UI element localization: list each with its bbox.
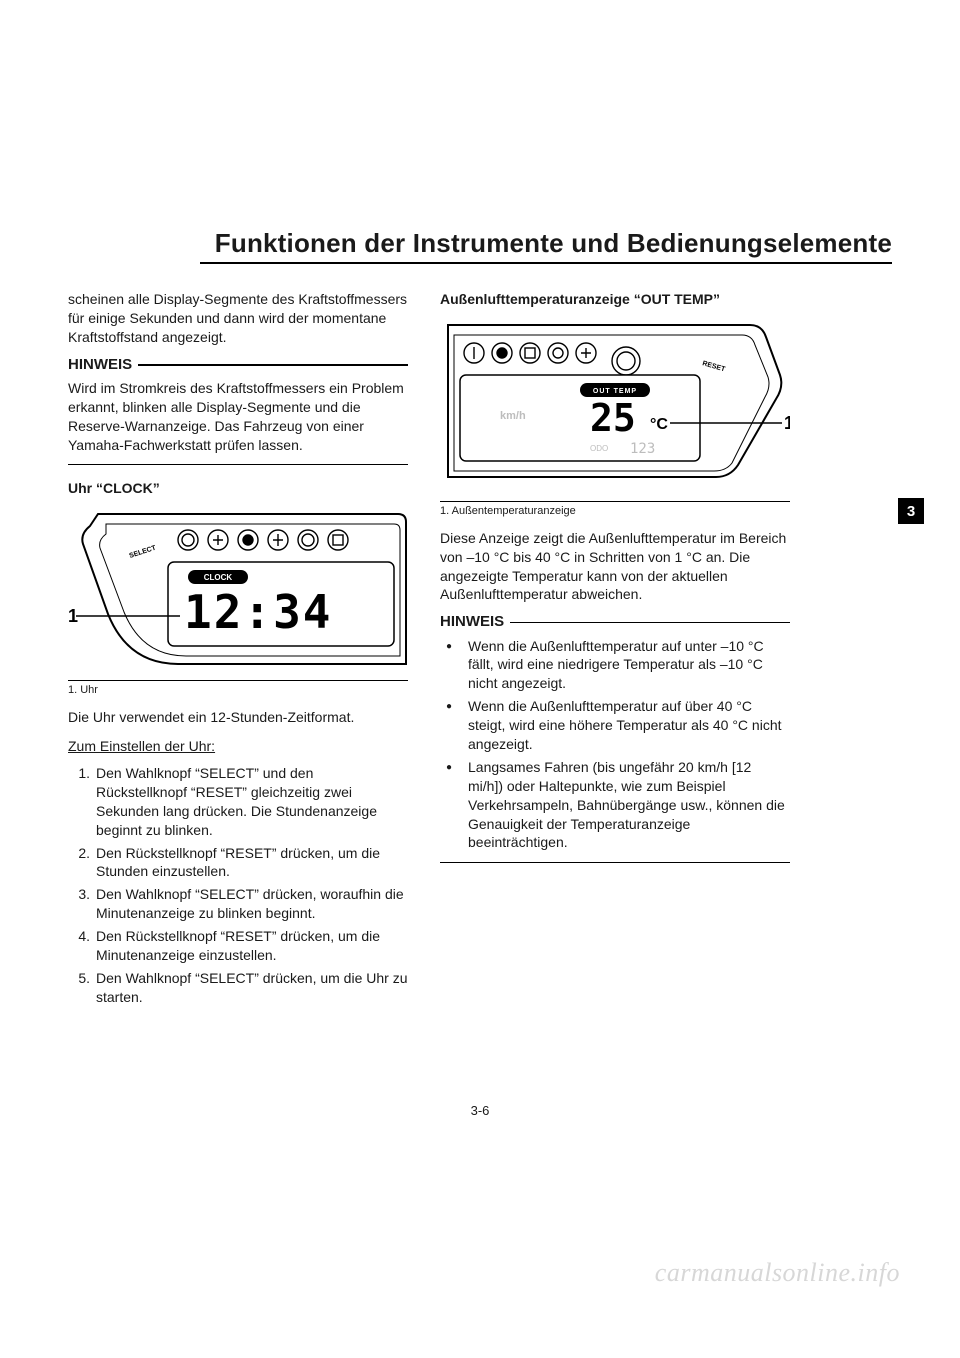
clock-step-text: Den Wahlknopf “SELECT” und den Rückstell…	[96, 765, 377, 838]
clock-step-text: Den Rückstellknopf “RESET” drücken, um d…	[96, 845, 380, 880]
page-header: Funktionen der Instrumente und Bedienung…	[200, 228, 892, 259]
outtemp-note-text: Wenn die Außenlufttemperatur auf unter –…	[468, 638, 764, 692]
clock-heading: Uhr “CLOCK”	[68, 479, 408, 498]
clock-lcd-label: CLOCK	[204, 573, 233, 582]
clock-step: 5.Den Wahlknopf “SELECT” drücken, um die…	[90, 969, 408, 1007]
outtemp-unit: °C	[650, 416, 668, 433]
chapter-tab: 3	[898, 498, 924, 524]
hinweis-rule	[138, 364, 408, 366]
right-column: Außenlufttemperaturanzeige “OUT TEMP”	[440, 290, 790, 1011]
clock-time: 12:34	[184, 585, 332, 639]
clock-desc: Die Uhr verwendet ein 12-Stunden-Zeitfor…	[68, 708, 408, 727]
figure-clock: SELECT CLOCK 12:34 1	[68, 504, 408, 674]
hinweis-rule-right	[510, 622, 790, 624]
fig2-caption-rule	[440, 501, 790, 502]
hinweis-heading-row: HINWEIS	[68, 355, 408, 375]
hinweis-end-rule	[68, 464, 408, 465]
hinweis-body: Wird im Stromkreis des Kraftstoffmessers…	[68, 379, 408, 455]
outtemp-note: Wenn die Außenlufttemperatur auf über 40…	[462, 697, 790, 754]
outtemp-note: Wenn die Außenlufttemperatur auf unter –…	[462, 637, 790, 694]
page-title: Funktionen der Instrumente und Bedienung…	[200, 228, 892, 259]
intro-paragraph: scheinen alle Display-Segmente des Kraft…	[68, 290, 408, 347]
left-column: scheinen alle Display-Segmente des Kraft…	[68, 290, 408, 1011]
page-number: 3-6	[0, 1103, 960, 1118]
odo-value: 123	[630, 441, 655, 457]
set-clock-heading: Zum Einstellen der Uhr:	[68, 737, 408, 756]
clock-step: 4.Den Rückstellknopf “RESET” drücken, um…	[90, 927, 408, 965]
clock-step: 1.Den Wahlknopf “SELECT” und den Rückste…	[90, 764, 408, 840]
clock-step: 2.Den Rückstellknopf “RESET” drücken, um…	[90, 844, 408, 882]
clock-step: 3.Den Wahlknopf “SELECT” drücken, worauf…	[90, 885, 408, 923]
fig2-callout: 1	[784, 413, 790, 433]
hinweis-heading-row-right: HINWEIS	[440, 612, 790, 632]
fig1-caption-rule	[68, 680, 408, 681]
outtemp-value: 25	[590, 396, 636, 440]
clock-steps: 1.Den Wahlknopf “SELECT” und den Rückste…	[68, 764, 408, 1007]
clock-step-text: Den Wahlknopf “SELECT” drücken, um die U…	[96, 970, 408, 1005]
hinweis-label: HINWEIS	[68, 355, 132, 375]
fig1-caption: 1. Uhr	[68, 683, 408, 698]
outtemp-body: Diese Anzeige zeigt die Außenlufttempera…	[440, 529, 790, 605]
fig1-callout: 1	[68, 606, 78, 626]
clock-step-text: Den Wahlknopf “SELECT” drücken, woraufhi…	[96, 886, 404, 921]
notes-end-rule	[440, 862, 790, 863]
header-rule	[200, 262, 892, 264]
outtemp-lcd-label: OUT TEMP	[593, 388, 637, 395]
figure-outtemp: RESET km/h OUT TEMP 25 °C ODO 123	[440, 315, 790, 495]
outtemp-note-text: Langsames Fahren (bis ungefähr 20 km/h […	[468, 759, 785, 851]
outtemp-heading: Außenlufttemperaturanzeige “OUT TEMP”	[440, 290, 790, 309]
outtemp-notes: Wenn die Außenlufttemperatur auf unter –…	[440, 637, 790, 853]
outtemp-note-text: Wenn die Außenlufttemperatur auf über 40…	[468, 698, 782, 752]
outtemp-note: Langsames Fahren (bis ungefähr 20 km/h […	[462, 758, 790, 852]
kmh-label: km/h	[500, 410, 526, 422]
clock-step-text: Den Rückstellknopf “RESET” drücken, um d…	[96, 928, 380, 963]
watermark: carmanualsonline.info	[655, 1258, 900, 1288]
chapter-tab-number: 3	[907, 503, 915, 520]
hinweis-label-right: HINWEIS	[440, 612, 504, 632]
fig2-caption: 1. Außentemperaturanzeige	[440, 504, 790, 519]
odo-label: ODO	[590, 444, 608, 453]
